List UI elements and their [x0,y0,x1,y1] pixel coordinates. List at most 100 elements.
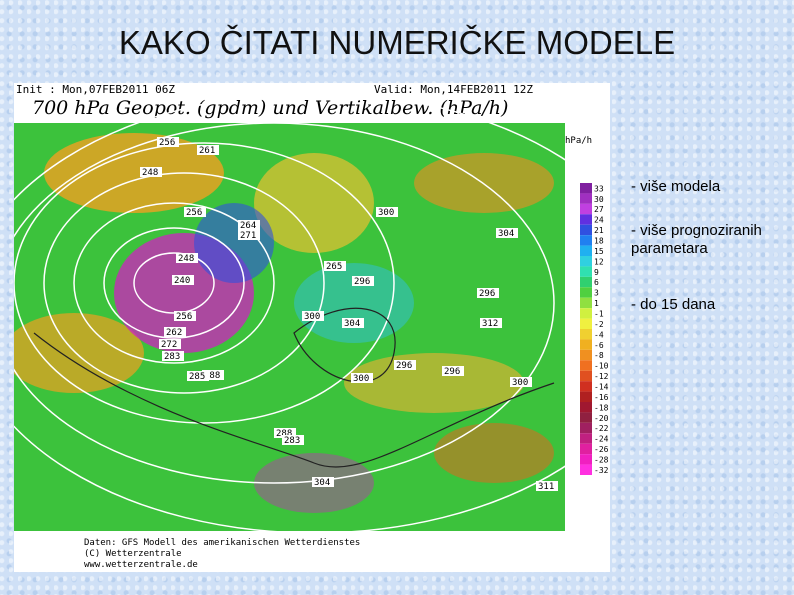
scale-label: 12 [594,257,604,266]
footer-line: www.wetterzentrale.de [84,560,198,570]
scale-label: 30 [594,195,604,204]
scale-swatch [580,308,592,319]
contour-label-bg [536,481,558,491]
contour-label: 272 [161,340,177,350]
scale-label: -1 [594,309,604,318]
contour-label: 296 [479,289,495,299]
scale-label: -28 [594,455,609,464]
contour-label-bg [324,261,346,271]
contour-label: 300 [378,208,394,218]
contour-label-bg [496,228,518,238]
scale-label: 21 [594,226,604,235]
contour-label: 283 [284,436,300,446]
bullet: - do 15 dana [631,296,716,313]
contour-label-bg [187,371,209,381]
contour-label-bg [172,275,194,285]
contour-label: 300 [304,312,320,322]
contour-label-bg [174,311,196,321]
contour-label-bg [238,230,260,240]
scale-swatch [580,464,592,475]
contour-label-bg [477,288,499,298]
scale-swatch [580,224,592,236]
bullet: - više prognoziranih parametara [631,222,762,257]
contour-label-bg [282,435,304,445]
contour-label-bg [184,207,206,217]
contour-label: 304 [314,478,330,488]
scale-label: -16 [594,393,609,402]
map-heading: 700 hPa Geopot. (gpdm) und Vertikalbew. … [32,97,508,119]
contour-label-bg [140,167,162,177]
contour-label: 256 [159,138,175,148]
contour-label: 283 [164,352,180,362]
contour-label-bg [342,318,364,328]
scale-label: -4 [594,330,604,339]
contour-label-bg [352,276,374,286]
scale-label: -8 [594,351,604,360]
scale-swatch [580,256,592,267]
scale-label: 18 [594,236,604,245]
scale-swatch [580,360,592,371]
scale-swatch [580,402,592,413]
scale-swatch [580,370,592,382]
contour-label: 300 [512,378,528,388]
contour-label-bg [162,351,184,361]
contour-label: 311 [538,482,554,492]
contour-label: 304 [498,229,514,239]
scale-label: -10 [594,362,609,371]
scale-label: 24 [594,216,604,225]
scale-label: -2 [594,320,604,329]
contour-label: 296 [444,367,460,377]
contour-label-bg [157,137,179,147]
footer-line: (C) Wetterzentrale [84,549,182,559]
contour-label: 240 [174,276,190,286]
scale-swatch [580,318,592,329]
contour-label-bg [480,318,502,328]
contour-label: 300 [353,374,369,384]
scale-label: -26 [594,445,609,454]
scale-label: -32 [594,466,609,475]
init-label: Init : Mon,07FEB2011 06Z [16,83,175,96]
valid-label: Valid: Mon,14FEB2011 12Z [374,83,533,96]
scale-label: -14 [594,382,609,391]
contour-label: 271 [240,231,256,241]
scale-swatch [580,433,592,444]
contour-label: 296 [396,361,412,371]
scale-swatch [580,349,592,361]
contour-label: 288 [276,429,292,439]
contour-label-bg [164,327,186,337]
contour-label-bg [197,145,219,155]
contour-label: 262 [166,328,182,338]
contour-label-bg [442,366,464,376]
contour-label: 248 [178,254,194,264]
scale-label: 15 [594,247,604,256]
contour-label-bg [274,428,296,438]
contour-label: 288 [204,371,220,381]
bullet: - više modela [631,178,721,195]
slide-title: KAKO ČITATI NUMERIČKE MODELE [118,24,676,61]
scale-swatch [580,412,592,423]
scale-label: 1 [594,299,599,308]
contour-label-bg [238,220,260,230]
contour-label: 256 [186,208,202,218]
scale-swatch [580,214,592,225]
contour-label: 296 [354,277,370,287]
scale-label: -6 [594,341,604,350]
contour-label: 248 [142,168,158,178]
contour-label-bg [351,373,373,383]
scale-swatch [580,339,592,350]
contour-label-bg [202,370,224,380]
contour-label-bg [394,360,416,370]
scale-label: -22 [594,424,609,433]
contour-label: 312 [482,319,498,329]
scale-swatch [580,276,592,288]
scale-label: 6 [594,278,599,287]
scale-swatch [580,381,592,392]
scale-swatch [580,329,592,340]
contour-label: 304 [344,319,360,329]
contour-label-bg [510,377,532,387]
contour-label: 264 [240,221,256,231]
scale-label: 33 [594,184,604,193]
contour-label-bg [176,253,198,263]
scale-label: 9 [594,268,599,277]
